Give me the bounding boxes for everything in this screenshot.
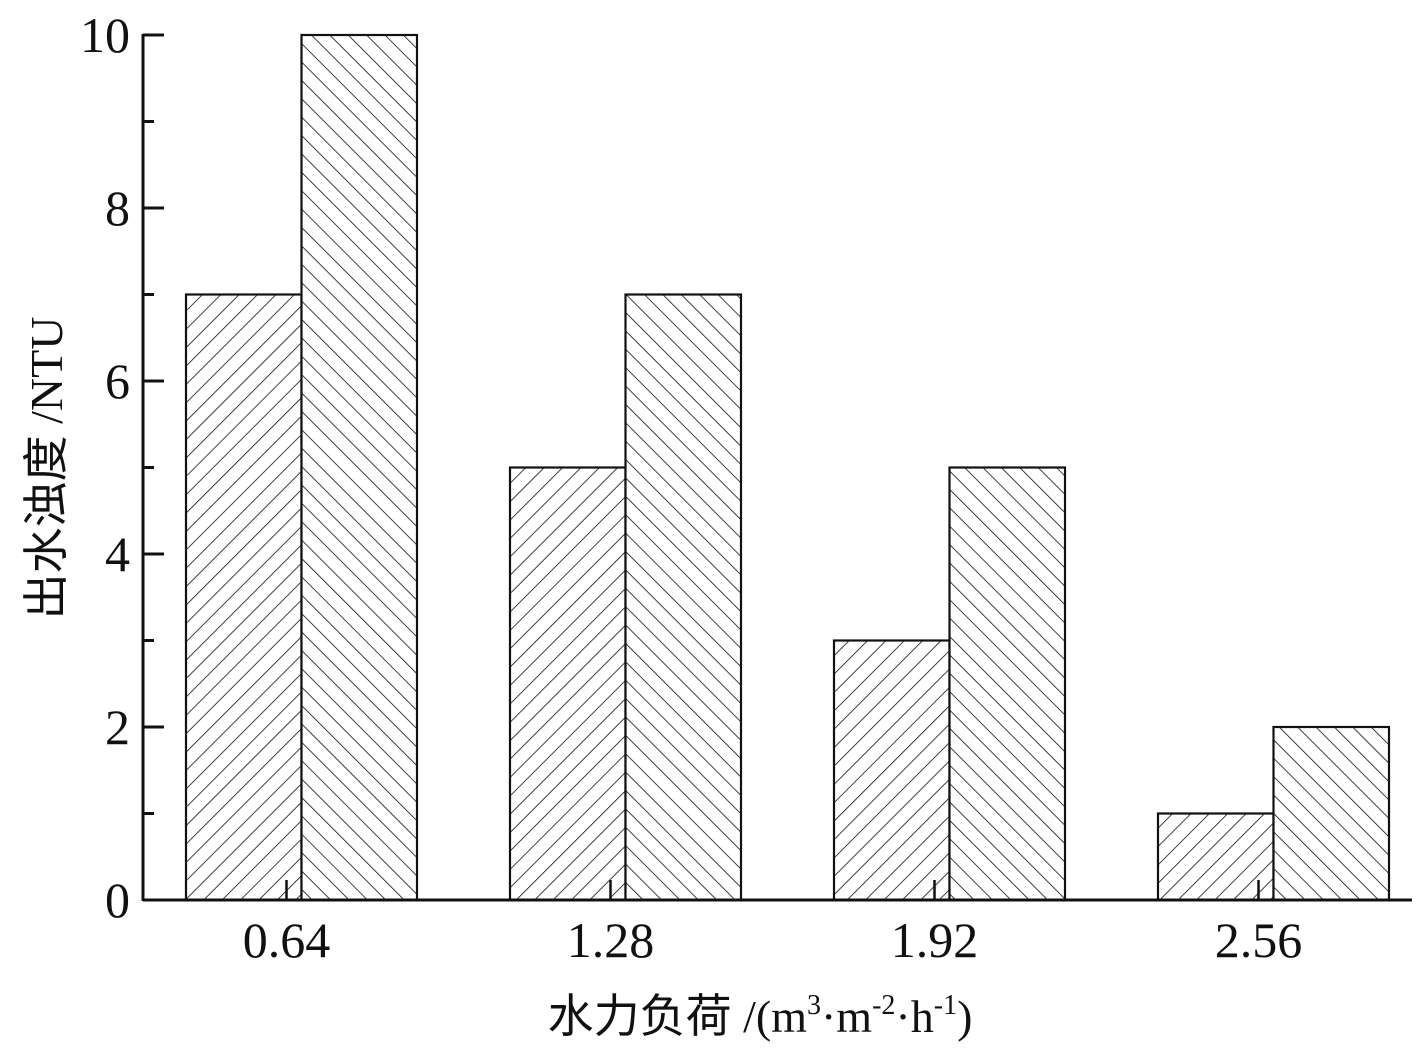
bars-group — [184, 33, 1391, 902]
y-tick-label: 4 — [105, 526, 130, 582]
y-tick-label: 2 — [105, 699, 130, 755]
x-axis-title: 水力负荷 /(m3·m-2·h-1) — [548, 990, 973, 1042]
bar-1.92-series-1 — [832, 639, 951, 902]
bar-2.56-series-1 — [1156, 812, 1275, 902]
bar-1.92-series-2 — [948, 466, 1067, 902]
y-tick-label: 8 — [105, 180, 130, 236]
x-tick-label: 0.64 — [243, 912, 331, 968]
y-axis-title: 出水浊度 /NTU — [21, 317, 72, 620]
bar-2.56-series-2 — [1272, 725, 1391, 902]
axes-group — [141, 33, 1412, 902]
bar-0.64-series-2 — [300, 33, 419, 902]
x-tick-label: 2.56 — [1215, 912, 1303, 968]
bar-1.28-series-1 — [508, 466, 627, 902]
y-tick-label: 10 — [80, 7, 130, 63]
x-tick-label: 1.28 — [567, 912, 655, 968]
y-tick-label: 0 — [105, 872, 130, 928]
bar-0.64-series-1 — [184, 293, 303, 902]
x-tick-label: 1.92 — [891, 912, 979, 968]
bar-1.28-series-2 — [624, 293, 743, 902]
labels-group: 0 2 4 6 8 10 0.64 1.28 1.92 2.56 — [80, 7, 1302, 968]
y-tick-label: 6 — [105, 353, 130, 409]
